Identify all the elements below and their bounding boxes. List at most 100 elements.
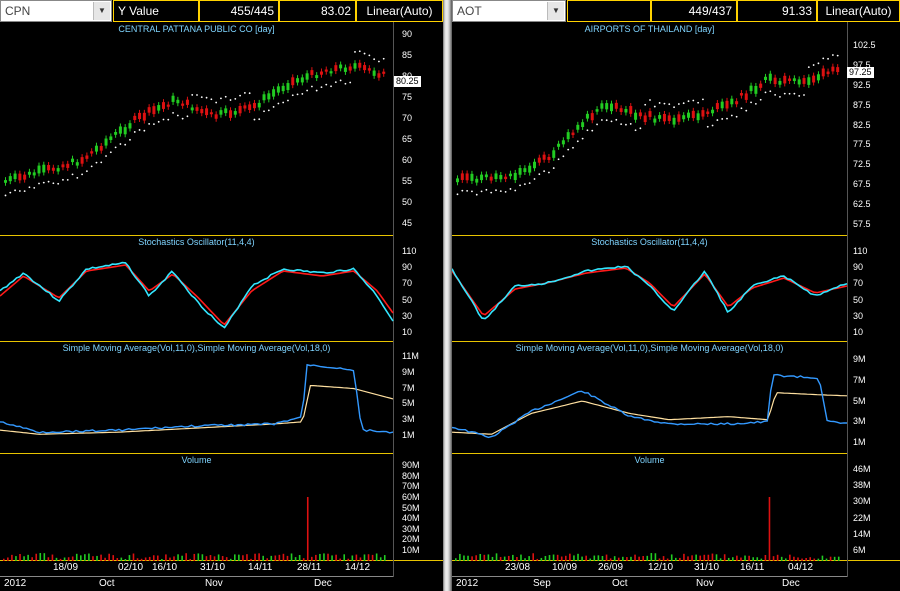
sar-dot bbox=[567, 148, 570, 151]
price-candles[interactable] bbox=[0, 24, 393, 234]
candle-body bbox=[542, 154, 546, 160]
candle-body bbox=[576, 124, 580, 130]
symbol-combo-left[interactable]: CPN ▼ bbox=[0, 0, 112, 22]
sar-dot bbox=[817, 62, 820, 65]
sar-dot bbox=[639, 127, 642, 130]
sar-dot bbox=[349, 81, 352, 84]
candle-body bbox=[687, 112, 690, 118]
sma-volume-lines[interactable] bbox=[0, 349, 394, 453]
volume-bar bbox=[613, 556, 616, 561]
indicator-line-fast bbox=[0, 363, 394, 434]
sar-dot bbox=[277, 102, 280, 105]
pane-separator[interactable] bbox=[452, 235, 847, 236]
volume-bar bbox=[319, 553, 321, 561]
candle-body bbox=[783, 75, 787, 84]
candle-body bbox=[460, 173, 464, 180]
candle-body bbox=[128, 123, 132, 129]
sar-dot bbox=[750, 101, 752, 104]
sar-dot bbox=[596, 123, 598, 126]
chevron-down-icon[interactable]: ▼ bbox=[93, 2, 110, 20]
date-label: 26/09 bbox=[598, 562, 624, 573]
volume-bar bbox=[674, 557, 677, 561]
stochastic-lines[interactable] bbox=[452, 241, 848, 341]
sar-dot bbox=[523, 183, 526, 186]
price-tick: 50 bbox=[402, 197, 413, 207]
candle-body bbox=[537, 157, 541, 163]
volume-bars[interactable] bbox=[0, 461, 393, 561]
last-price-marker: 80.25 bbox=[394, 76, 421, 87]
sma-tick: 11M bbox=[402, 351, 419, 361]
candle-body bbox=[238, 106, 242, 114]
volume-bar bbox=[564, 555, 567, 561]
volume-bar bbox=[634, 554, 636, 561]
candle-body bbox=[499, 175, 503, 180]
splitter[interactable] bbox=[443, 0, 452, 591]
volume-bar bbox=[234, 554, 236, 561]
sar-dot bbox=[157, 120, 160, 123]
sar-dot bbox=[668, 103, 671, 106]
chevron-down-icon[interactable]: ▼ bbox=[547, 2, 564, 20]
sar-dot bbox=[114, 146, 117, 149]
volume-title: Volume bbox=[181, 455, 212, 465]
candle-body bbox=[47, 165, 51, 171]
sar-dot bbox=[172, 111, 174, 114]
pane-separator[interactable] bbox=[452, 453, 847, 454]
pane-separator[interactable] bbox=[0, 341, 393, 342]
candle-body bbox=[18, 173, 22, 181]
candle-body bbox=[489, 176, 493, 181]
month-label: Dec bbox=[782, 578, 800, 589]
pane-separator[interactable] bbox=[452, 341, 847, 342]
indicator-line-fast bbox=[452, 265, 848, 320]
sma-volume-lines[interactable] bbox=[452, 349, 848, 453]
candle-body bbox=[831, 66, 835, 72]
sar-dot bbox=[697, 101, 700, 104]
volume-bar bbox=[217, 554, 220, 561]
volume-bar bbox=[63, 557, 66, 561]
sar-dot bbox=[4, 194, 7, 197]
candle-body bbox=[638, 112, 642, 117]
candle-body bbox=[219, 110, 223, 115]
volume-bar bbox=[201, 554, 204, 561]
volume-bar bbox=[205, 556, 208, 561]
sar-dot bbox=[373, 58, 376, 61]
candle-body bbox=[296, 78, 300, 83]
stoch-tick: 50 bbox=[853, 294, 864, 305]
volume-bar bbox=[520, 554, 522, 561]
candle-body bbox=[200, 109, 204, 114]
symbol-combo-right[interactable]: AOT ▼ bbox=[452, 0, 566, 22]
sar-dot bbox=[186, 115, 189, 118]
stochastic-lines[interactable] bbox=[0, 241, 394, 341]
pane-separator[interactable] bbox=[0, 453, 393, 454]
scale-mode-button[interactable]: Linear(Auto) bbox=[356, 0, 443, 22]
volume-bar bbox=[278, 554, 281, 561]
volume-bar bbox=[128, 555, 131, 561]
volume-bar bbox=[723, 554, 726, 561]
stoch-title: Stochastics Oscillator(11,4,4) bbox=[138, 237, 255, 247]
stoch-tick: 90 bbox=[853, 262, 864, 273]
candle-body bbox=[643, 115, 647, 123]
volume-bars[interactable] bbox=[452, 461, 847, 561]
stoch-tick: 10 bbox=[402, 327, 413, 337]
scale-mode-button[interactable]: Linear(Auto) bbox=[817, 0, 900, 22]
month-label: Nov bbox=[205, 578, 223, 589]
price-title: AIRPORTS OF THAILAND [day] bbox=[584, 24, 715, 34]
sar-dot bbox=[576, 140, 579, 143]
month-label: Oct bbox=[99, 578, 115, 589]
pane-separator[interactable] bbox=[0, 235, 393, 236]
volume-bar bbox=[793, 556, 795, 561]
sma-tick: 7M bbox=[402, 382, 415, 393]
volume-bar bbox=[165, 554, 167, 561]
y-value-label: Y Value bbox=[113, 0, 199, 22]
volume-bar bbox=[80, 555, 82, 561]
price-candles[interactable] bbox=[452, 24, 847, 234]
volume-bar bbox=[35, 553, 38, 561]
candle-body bbox=[377, 73, 381, 78]
sar-dot bbox=[119, 143, 122, 145]
volume-bar bbox=[499, 556, 502, 561]
sar-dot bbox=[620, 123, 623, 126]
candle-body bbox=[363, 65, 367, 71]
sar-dot bbox=[344, 82, 347, 85]
volume-bar bbox=[197, 553, 200, 561]
sar-dot bbox=[23, 190, 26, 193]
candle-body bbox=[142, 112, 146, 121]
